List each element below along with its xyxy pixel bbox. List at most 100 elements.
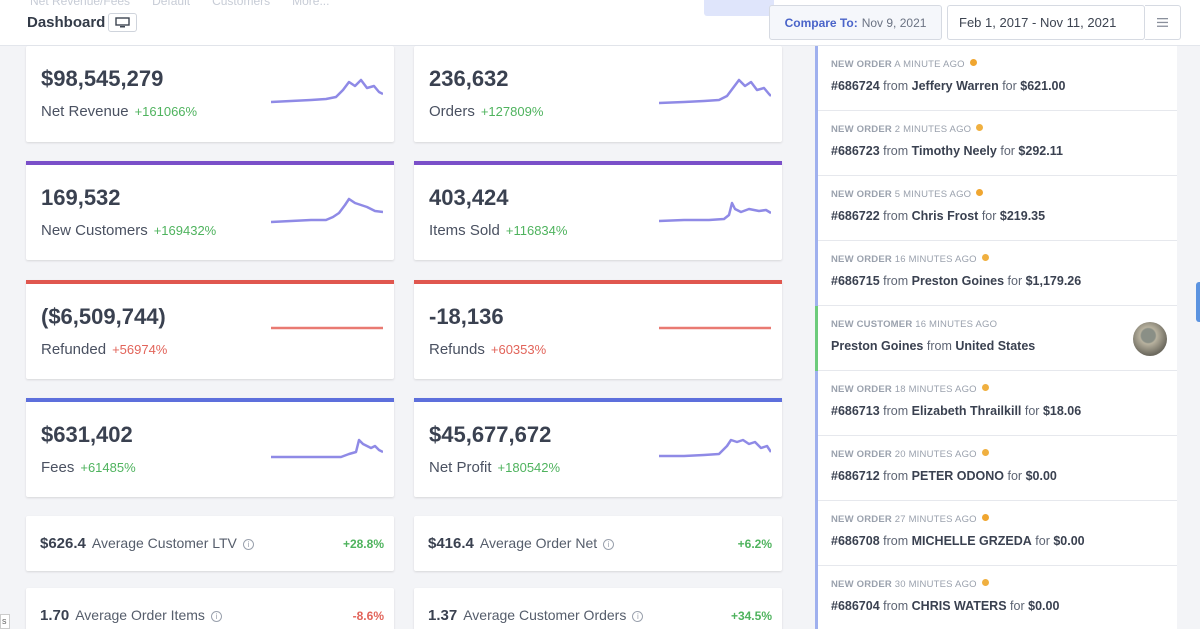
- mini-stat-card[interactable]: 1.70 Average Order Items i -8.6%: [26, 588, 394, 629]
- status-dot-icon: [981, 579, 989, 586]
- for-word: for: [1002, 79, 1017, 93]
- stat-card[interactable]: 236,632 Orders +127809%: [414, 46, 782, 142]
- compare-to-button[interactable]: Compare To: Nov 9, 2021: [769, 5, 942, 40]
- order-number[interactable]: #686708: [831, 534, 880, 548]
- display-mode-button[interactable]: [108, 13, 137, 32]
- feed-kind: NEW ORDER: [831, 384, 892, 395]
- order-number[interactable]: #686722: [831, 209, 880, 223]
- order-number[interactable]: #686713: [831, 404, 880, 418]
- date-range-picker[interactable]: Feb 1, 2017 - Nov 11, 2021: [947, 5, 1145, 40]
- compare-label: Compare To:: [784, 15, 858, 30]
- ghost-tab[interactable]: Customers: [212, 0, 271, 8]
- mini-stat-card[interactable]: $416.4 Average Order Net i +6.2%: [414, 516, 782, 571]
- feed-time: 5 MINUTES AGO: [894, 189, 972, 200]
- feed-kind: NEW ORDER: [831, 514, 892, 525]
- feed-item[interactable]: NEW ORDER 20 MINUTES AGO #686712 from PET…: [818, 436, 1177, 501]
- ghost-tab[interactable]: Default: [152, 0, 191, 8]
- order-number[interactable]: #686723: [831, 144, 880, 158]
- stat-label-row: Items Sold +116834%: [429, 222, 567, 239]
- stat-card[interactable]: 169,532 New Customers +169432%: [26, 161, 394, 260]
- feed-item[interactable]: NEW ORDER 2 MINUTES AGO #686723 from Timo…: [818, 111, 1177, 176]
- activity-feed[interactable]: NEW ORDER A MINUTE AGO #686724 from Jeffe…: [815, 46, 1177, 629]
- sparkline: [659, 438, 771, 458]
- stat-value: ($6,509,744): [41, 304, 166, 329]
- info-icon[interactable]: i: [632, 611, 644, 622]
- avatar: [1133, 322, 1167, 356]
- stat-value: 403,424: [429, 185, 509, 210]
- corner-tab[interactable]: s: [0, 614, 10, 629]
- from-word: from: [883, 274, 909, 288]
- order-number[interactable]: #686712: [831, 469, 880, 483]
- mini-label: Average Order Net: [479, 535, 598, 551]
- feed-kind: NEW ORDER: [831, 189, 892, 200]
- feed-item[interactable]: NEW CUSTOMER 16 MINUTES AGO Preston Goine…: [815, 306, 1177, 371]
- mini-value: $416.4: [428, 535, 474, 552]
- order-number[interactable]: #686724: [831, 79, 880, 93]
- mini-stat-card[interactable]: 1.37 Average Customer Orders i +34.5%: [414, 588, 782, 629]
- feed-item[interactable]: NEW ORDER A MINUTE AGO #686724 from Jeffe…: [818, 46, 1177, 111]
- customer-name[interactable]: MICHELLE GRZEDA: [911, 534, 1032, 548]
- stat-card[interactable]: $98,545,279 Net Revenue +161066%: [26, 46, 394, 142]
- stat-change: +61485%: [80, 460, 136, 475]
- feed-kind: NEW ORDER: [831, 124, 892, 135]
- ghost-tab[interactable]: More...: [292, 0, 330, 8]
- stat-value: -18,136: [429, 304, 504, 329]
- for-word: for: [1007, 274, 1023, 288]
- top-bar: Net Revenue/Fees Default Customers More.…: [0, 0, 1200, 46]
- stat-card[interactable]: $45,677,672 Net Profit +180542%: [414, 398, 782, 497]
- feed-item[interactable]: NEW ORDER 18 MINUTES AGO #686713 from Eli…: [818, 371, 1177, 436]
- status-dot-icon: [976, 189, 984, 196]
- status-dot-icon: [976, 124, 984, 131]
- customer-name[interactable]: Elizabeth Thrailkill: [911, 404, 1022, 418]
- stat-label-row: New Customers +169432%: [41, 222, 216, 239]
- sparkline: [271, 78, 383, 104]
- stat-card[interactable]: -18,136 Refunds +60353%: [414, 280, 782, 379]
- feed-meta: NEW ORDER 18 MINUTES AGO: [831, 384, 989, 395]
- stat-change: +161066%: [134, 104, 198, 119]
- menu-button[interactable]: [1145, 5, 1181, 40]
- stat-card[interactable]: $631,402 Fees +61485%: [26, 398, 394, 497]
- order-number[interactable]: #686704: [831, 599, 880, 613]
- feed-kind: NEW ORDER: [831, 254, 892, 265]
- stat-change: +60353%: [490, 342, 547, 357]
- ghost-tab[interactable]: Net Revenue/Fees: [30, 0, 131, 8]
- stat-value: $98,545,279: [41, 66, 164, 91]
- stat-change: +169432%: [153, 223, 217, 238]
- status-dot-icon: [981, 254, 989, 261]
- customer-name[interactable]: Chris Frost: [911, 209, 979, 223]
- from-word: from: [883, 469, 909, 483]
- customer-name[interactable]: Preston Goines: [911, 274, 1005, 288]
- customer-name[interactable]: Timothy Neely: [911, 144, 997, 158]
- mini-value-row: $626.4 Average Customer LTV i: [40, 535, 254, 552]
- from-word: from: [883, 599, 909, 613]
- customer-name[interactable]: Jeffery Warren: [911, 79, 999, 93]
- info-icon[interactable]: i: [210, 611, 222, 622]
- feed-item[interactable]: NEW ORDER 5 MINUTES AGO #686722 from Chri…: [818, 176, 1177, 241]
- info-icon[interactable]: i: [603, 539, 615, 550]
- feed-meta: NEW ORDER 2 MINUTES AGO: [831, 124, 984, 135]
- order-amount: $621.00: [1020, 79, 1066, 93]
- customer-name[interactable]: CHRIS WATERS: [911, 599, 1007, 613]
- feed-item[interactable]: NEW ORDER 30 MINUTES AGO #686704 from CHR…: [818, 566, 1177, 629]
- stat-label: New Customers: [41, 222, 148, 239]
- from-word: from: [883, 79, 909, 93]
- side-panel-tab[interactable]: [1196, 282, 1200, 322]
- mini-value: 1.70: [40, 607, 70, 624]
- order-number[interactable]: #686715: [831, 274, 880, 288]
- feed-line: #686724 from Jeffery Warren for $621.00: [831, 79, 1065, 93]
- stat-card[interactable]: ($6,509,744) Refunded +56974%: [26, 280, 394, 379]
- stat-card[interactable]: 403,424 Items Sold +116834%: [414, 161, 782, 260]
- order-amount: $1,179.26: [1025, 274, 1082, 288]
- status-dot-icon: [969, 59, 977, 66]
- mini-stat-card[interactable]: $626.4 Average Customer LTV i +28.8%: [26, 516, 394, 571]
- mini-change: +28.8%: [342, 537, 384, 551]
- stat-label: Refunds: [429, 341, 485, 358]
- feed-item[interactable]: NEW ORDER 16 MINUTES AGO #686715 from Pre…: [818, 241, 1177, 306]
- info-icon[interactable]: i: [242, 539, 254, 550]
- customer-name[interactable]: PETER ODONO: [911, 469, 1005, 483]
- status-dot-icon: [981, 449, 989, 456]
- mini-value-row: $416.4 Average Order Net i: [428, 535, 615, 552]
- from-word: from: [883, 209, 909, 223]
- feed-item[interactable]: NEW ORDER 27 MINUTES AGO #686708 from MIC…: [818, 501, 1177, 566]
- feed-kind: NEW ORDER: [831, 579, 892, 590]
